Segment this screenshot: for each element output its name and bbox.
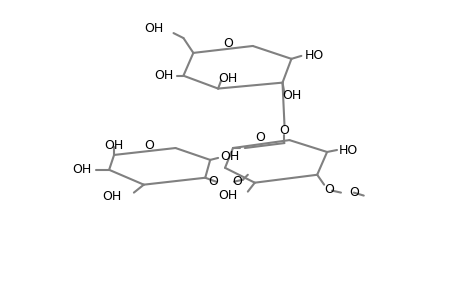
Text: OH: OH: [101, 190, 121, 203]
Text: OH: OH: [154, 69, 173, 82]
Text: O: O: [254, 130, 264, 144]
Text: HO: HO: [338, 143, 358, 157]
Text: O: O: [348, 186, 358, 199]
Text: OH: OH: [72, 163, 91, 176]
Text: OH: OH: [218, 189, 237, 202]
Text: O: O: [208, 175, 218, 188]
Text: O: O: [324, 183, 333, 196]
Text: OH: OH: [144, 22, 163, 34]
Text: OH: OH: [282, 89, 301, 102]
Text: OH: OH: [219, 150, 239, 164]
Text: O: O: [279, 124, 289, 137]
Text: OH: OH: [218, 72, 237, 85]
Text: O: O: [231, 175, 241, 188]
Text: O: O: [223, 38, 232, 50]
Text: O: O: [144, 139, 153, 152]
Text: HO: HO: [304, 50, 323, 62]
Text: OH: OH: [104, 139, 123, 152]
